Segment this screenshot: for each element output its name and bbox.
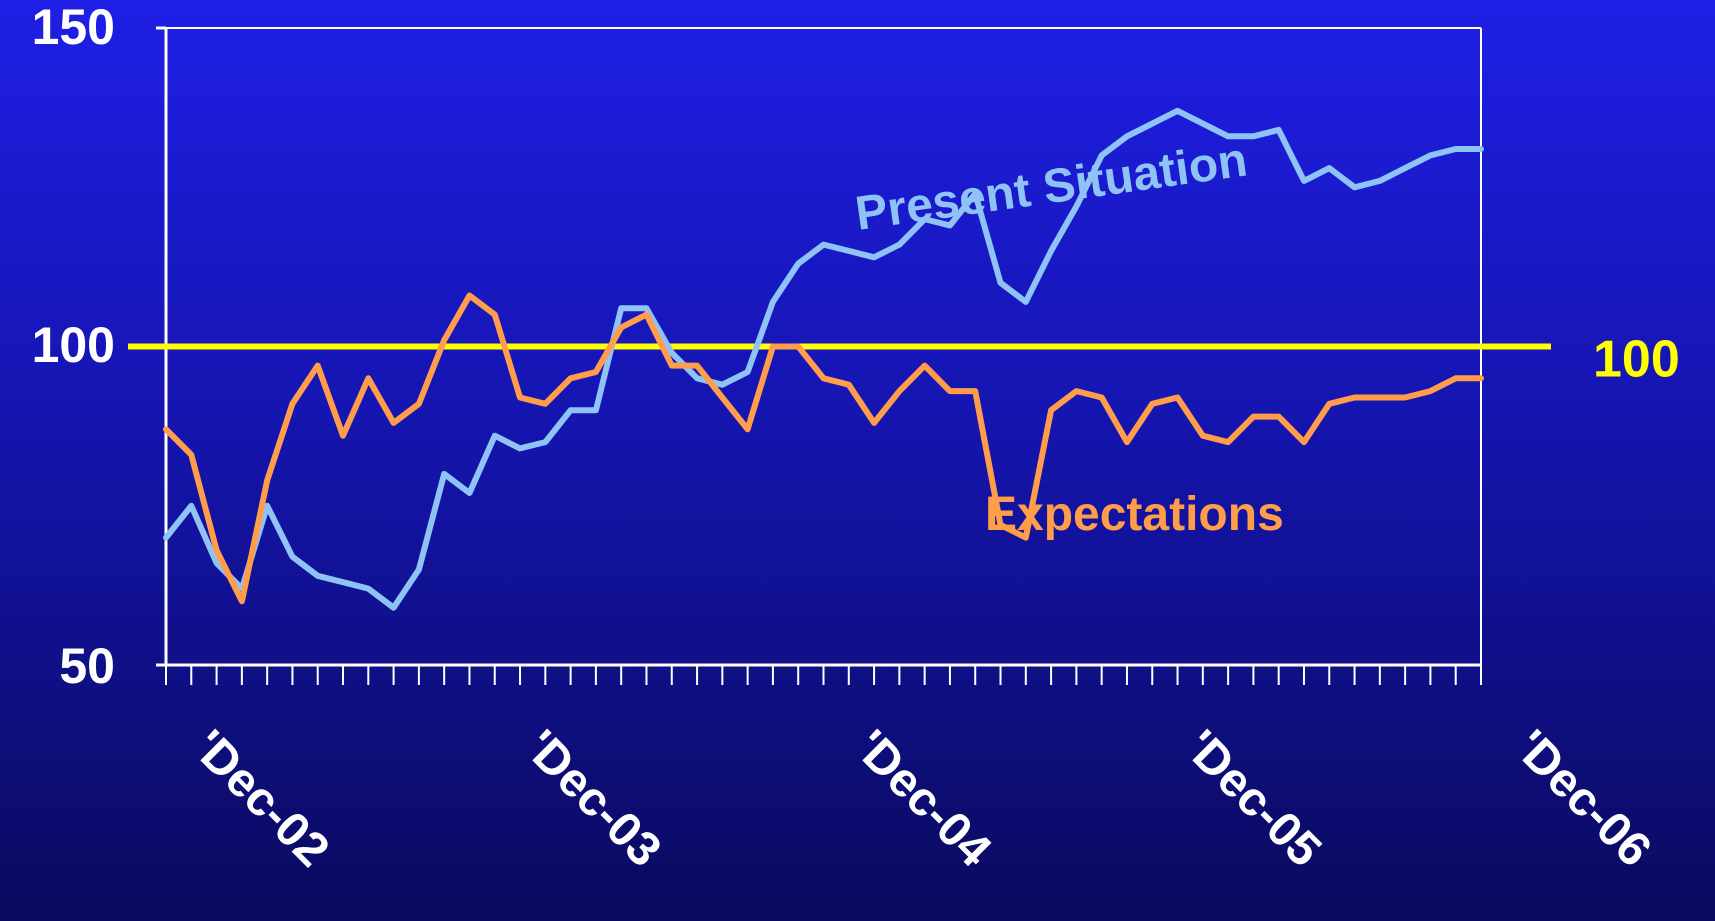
reference-line-label: 100: [1593, 331, 1680, 389]
y-tick-label-100: 100: [32, 317, 115, 373]
x-tick-label-dec-04: 'Dec-04: [844, 720, 1001, 877]
x-tick-labels: 'Dec-02 'Dec-03 'Dec-04 'Dec-05 'Dec-06: [182, 720, 1661, 877]
x-tick-marks: [165, 665, 1482, 685]
x-tick-label-dec-03: 'Dec-03: [514, 720, 671, 877]
y-tick-label-50: 50: [59, 638, 115, 694]
x-tick-label-dec-05: 'Dec-05: [1174, 720, 1331, 877]
x-tick-label-dec-06: 'Dec-06: [1504, 720, 1661, 877]
x-tick-label-dec-02: 'Dec-02: [182, 720, 339, 877]
series-label-expectations: Expectations: [985, 488, 1284, 541]
y-tick-label-150: 150: [32, 0, 115, 55]
series-line-present-situation: [163, 107, 1484, 611]
series-label-present-situation: Present Situation: [852, 133, 1250, 240]
series-line-expectations: [163, 292, 1484, 605]
